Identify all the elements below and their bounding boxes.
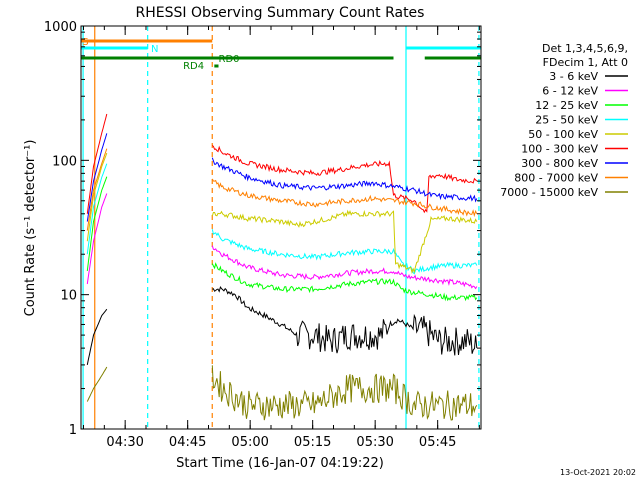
series-line-2 <box>86 193 478 290</box>
series-line-1 <box>86 285 478 365</box>
x-tick-label: 04:30 <box>106 435 143 450</box>
legend-header-line-1: Det 1,3,4,5,6,9, <box>542 42 628 55</box>
legend-label-3: 12 - 25 keV <box>535 99 598 112</box>
x-tick-label: 05:30 <box>356 435 393 450</box>
state-bar-label-s: S <box>82 37 88 48</box>
state-bar-label-rd4: RD4 <box>183 61 204 72</box>
series-line-8 <box>86 148 478 231</box>
series-line-7 <box>86 133 478 222</box>
y-tick-label: 1 <box>69 423 77 438</box>
state-bar-label-n: N <box>151 44 158 55</box>
series-lines <box>86 113 478 421</box>
render-timestamp: 13-Oct-2021 20:02 <box>560 468 636 477</box>
legend-label-9: 7000 - 15000 keV <box>500 186 598 199</box>
legend-label-2: 6 - 12 keV <box>542 85 598 98</box>
axes <box>80 25 482 430</box>
legend: Det 1,3,4,5,6,9, FDecim 1, Att 0 3 - 6 k… <box>500 42 628 199</box>
legend-label-8: 800 - 7000 keV <box>514 172 598 185</box>
y-tick-label: 10 <box>60 289 77 304</box>
legend-label-6: 100 - 300 keV <box>521 143 598 156</box>
marker-lines <box>82 26 480 429</box>
ticks: 1 10 100 1000 04:30 04:45 05:00 05:15 05:30 05:45 <box>44 20 481 450</box>
y-tick-label: 100 <box>52 154 77 169</box>
legend-label-1: 3 - 6 keV <box>549 70 598 83</box>
chart-title: RHESSI Observing Summary Count Rates <box>136 5 425 21</box>
legend-header-line-2: FDecim 1, Att 0 <box>543 56 628 69</box>
series-line-3 <box>86 176 478 302</box>
series-line-4 <box>86 163 478 275</box>
y-tick-label: 1000 <box>44 20 77 35</box>
plot-frame <box>80 25 482 430</box>
x-tick-label: 05:15 <box>294 435 331 450</box>
legend-label-5: 50 - 100 keV <box>528 128 598 141</box>
series-line-5 <box>86 152 478 275</box>
x-tick-label: 04:45 <box>169 435 206 450</box>
x-tick-label: 05:45 <box>419 435 456 450</box>
y-axis-label: Count Rate (s⁻¹ detector⁻¹) <box>23 140 38 317</box>
x-tick-label: 05:00 <box>231 435 268 450</box>
state-bars: S N RD0 RD4 <box>81 37 481 72</box>
x-axis-label: Start Time (16-Jan-07 04:19:22) <box>176 456 384 471</box>
legend-label-7: 300 - 800 keV <box>521 157 598 170</box>
legend-label-4: 25 - 50 keV <box>535 114 598 127</box>
series-line-6 <box>86 113 478 214</box>
series-line-9 <box>86 365 478 421</box>
state-bar-label-rd0: RD0 <box>219 54 240 65</box>
